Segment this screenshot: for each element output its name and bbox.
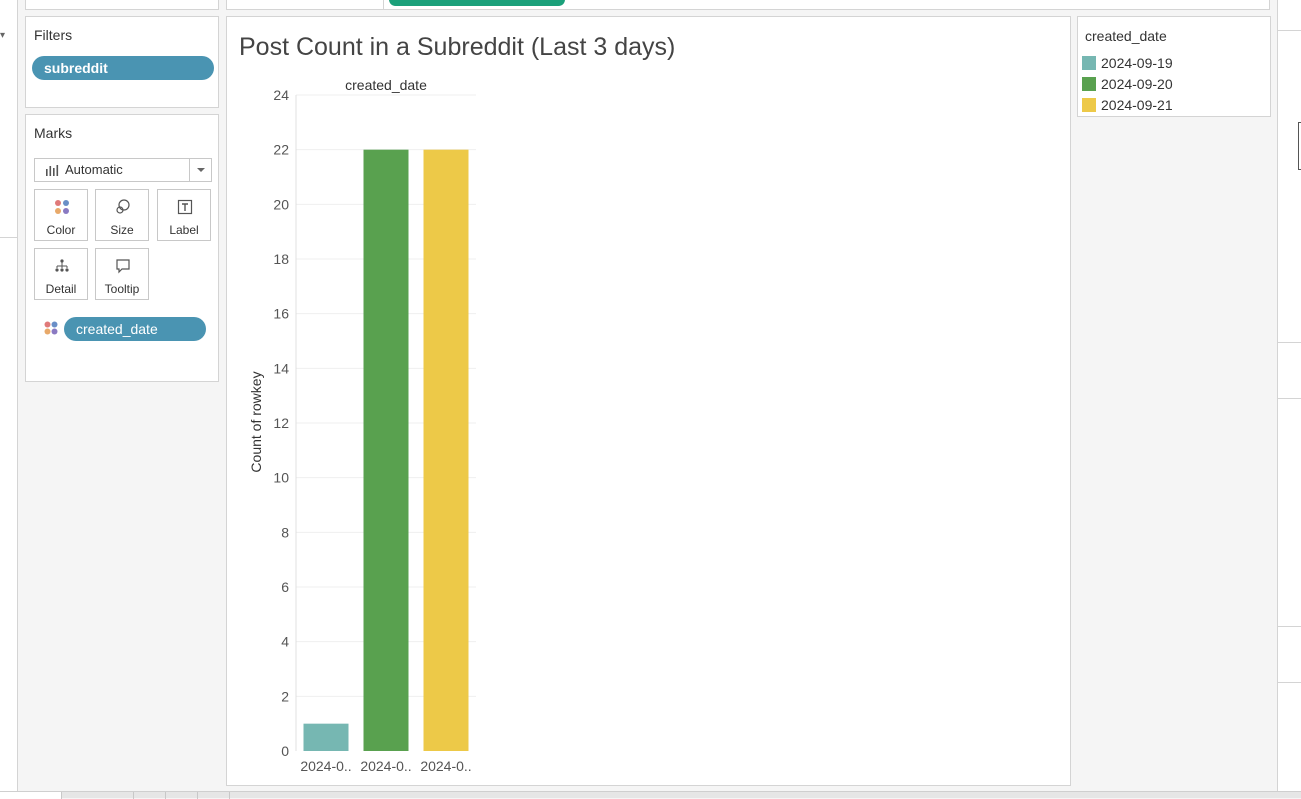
- y-tick-label: 2: [281, 688, 289, 704]
- size-button-label: Size: [110, 223, 134, 237]
- legend-item[interactable]: 2024-09-20: [1082, 74, 1173, 94]
- tooltip-button[interactable]: Tooltip: [95, 248, 149, 300]
- sheet-tabs-bar: [0, 791, 1301, 799]
- y-tick-label: 16: [273, 306, 289, 322]
- legend-item[interactable]: 2024-09-21: [1082, 95, 1173, 115]
- mark-type-value: Automatic: [65, 162, 123, 177]
- legend-label: 2024-09-20: [1101, 76, 1173, 92]
- chart-title: Post Count in a Subreddit (Last 3 days): [239, 33, 676, 61]
- panel-input-box[interactable]: [1298, 122, 1301, 170]
- color-pill-created-date[interactable]: created_date: [64, 317, 206, 341]
- divider: [0, 237, 17, 238]
- label-button[interactable]: Label: [157, 189, 211, 241]
- y-tick-label: 18: [273, 251, 289, 267]
- y-tick-label: 4: [281, 634, 289, 650]
- y-tick-label: 20: [273, 196, 289, 212]
- x-tick-label: 2024-0..: [300, 758, 351, 774]
- size-button[interactable]: Size: [95, 189, 149, 241]
- divider: [1278, 626, 1301, 627]
- divider: [1278, 342, 1301, 343]
- label-button-label: Label: [169, 223, 199, 237]
- tooltip-icon: [116, 259, 130, 274]
- sheet-tab[interactable]: [62, 792, 134, 799]
- y-tick-label: 12: [273, 415, 289, 431]
- y-tick-label: 6: [281, 579, 289, 595]
- x-tick-label: 2024-0..: [360, 758, 411, 774]
- filters-card: Filters subreddit: [25, 16, 219, 108]
- mark-type-select[interactable]: Automatic: [34, 158, 212, 182]
- label-icon: [177, 199, 193, 215]
- sheet-tab[interactable]: [0, 792, 62, 799]
- left-panel-edge: ▾: [0, 0, 18, 798]
- bar[interactable]: [363, 149, 409, 751]
- tooltip-button-label: Tooltip: [104, 282, 140, 296]
- bar-chart-icon: [46, 165, 59, 176]
- detail-button[interactable]: Detail: [34, 248, 88, 300]
- legend-swatch: [1082, 77, 1096, 91]
- y-tick-label: 10: [273, 470, 289, 486]
- divider: [1278, 30, 1301, 31]
- sheet-tab[interactable]: [166, 792, 198, 799]
- legend-title: created_date: [1085, 28, 1167, 44]
- detail-icon: [55, 259, 69, 272]
- y-tick-label: 0: [281, 743, 289, 759]
- detail-button-label: Detail: [45, 282, 77, 296]
- color-icon: [44, 321, 58, 335]
- marks-title: Marks: [34, 125, 73, 141]
- marks-card: Marks Automatic Color Size Label: [25, 114, 219, 382]
- collapse-indicator[interactable]: ▾: [0, 30, 6, 41]
- y-tick-label: 8: [281, 524, 289, 540]
- color-button-label: Color: [46, 223, 76, 237]
- filter-pill-subreddit[interactable]: subreddit: [32, 56, 214, 80]
- color-legend: created_date 2024-09-19 2024-09-20 2024-…: [1077, 16, 1271, 117]
- bar[interactable]: [303, 723, 349, 751]
- right-side-panel: [1277, 0, 1301, 798]
- pages-shelf: [25, 0, 219, 10]
- color-icon: [55, 200, 69, 214]
- column-header: created_date: [345, 77, 427, 93]
- rows-shelf: [226, 0, 1270, 10]
- legend-item[interactable]: 2024-09-19: [1082, 53, 1173, 73]
- y-tick-label: 22: [273, 142, 289, 158]
- legend-swatch: [1082, 56, 1096, 70]
- divider: [1278, 398, 1301, 399]
- bar-chart: created_date Count of rowkey 02468101214…: [248, 77, 476, 774]
- y-axis-title: Count of rowkey: [248, 371, 264, 472]
- y-tick-label: 14: [273, 360, 289, 376]
- x-tick-label: 2024-0..: [420, 758, 471, 774]
- y-tick-label: 24: [273, 87, 289, 103]
- legend-label: 2024-09-21: [1101, 97, 1173, 113]
- divider: [1278, 682, 1301, 683]
- legend-swatch: [1082, 98, 1096, 112]
- shelf-pill[interactable]: [389, 0, 565, 6]
- visualization-pane: Post Count in a Subreddit (Last 3 days) …: [226, 16, 1071, 786]
- sheet-tab[interactable]: [134, 792, 166, 799]
- shelf-divider: [383, 0, 384, 10]
- sheet-tab[interactable]: [198, 792, 230, 799]
- color-button[interactable]: Color: [34, 189, 88, 241]
- legend-label: 2024-09-19: [1101, 55, 1173, 71]
- size-icon: [116, 199, 130, 214]
- bar[interactable]: [423, 149, 469, 751]
- chevron-down-icon[interactable]: [189, 159, 211, 181]
- filters-title: Filters: [34, 27, 73, 43]
